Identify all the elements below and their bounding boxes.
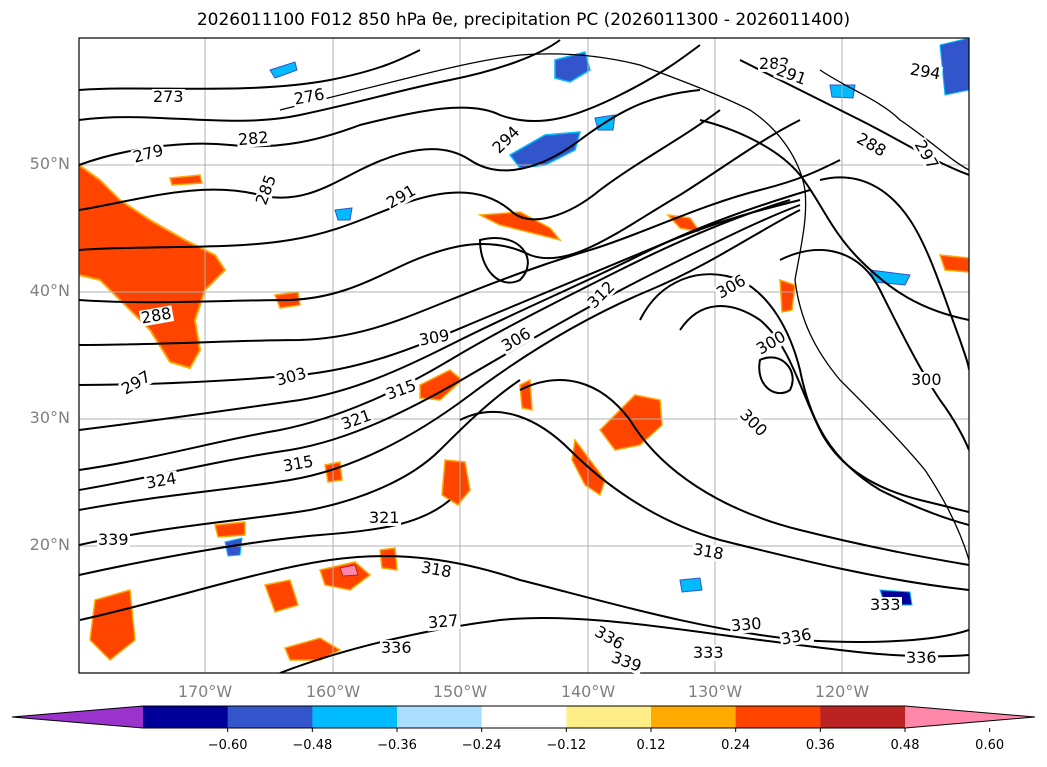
contour-label-336: 336 [380, 638, 413, 657]
lon-label-170w: 170°W [177, 682, 233, 701]
colorbar-tick-label: 0.48 [890, 738, 920, 753]
contour-label-273: 273 [152, 87, 185, 106]
colorbar-tick-label: −0.24 [461, 738, 502, 753]
lat-label-30n: 30°N [29, 408, 70, 427]
colorbar-tick-label: 0.12 [636, 738, 666, 753]
lon-label-140w: 140°W [560, 682, 616, 701]
precip-negative-areas [224, 38, 969, 606]
graticule [79, 38, 969, 673]
colorbar-tick-label: −0.48 [292, 738, 333, 753]
colorbar-outline [11, 705, 1036, 729]
colorbar-segment [735, 706, 821, 728]
precip-positive-areas [79, 163, 969, 662]
plot-frame [78, 37, 970, 674]
colorbar-segment [481, 706, 567, 728]
lon-label-120w: 120°W [814, 682, 870, 701]
theta-e-contours [79, 39, 969, 673]
contour-label-321: 321 [368, 508, 401, 527]
colorbar-tick-label: −0.36 [377, 738, 417, 753]
map-title: 2026011100 F012 850 hPa θe, precipitatio… [196, 10, 851, 30]
colorbar-segment [566, 706, 652, 728]
contour-label-300: 300 [910, 370, 943, 389]
contour-label-333: 333 [692, 643, 725, 662]
lon-label-160w: 160°W [305, 682, 361, 701]
colorbar-extend-high [905, 706, 1035, 728]
lon-label-150w: 150°W [432, 682, 488, 701]
colorbar-segment [227, 706, 313, 728]
colorbar-segment [143, 706, 229, 728]
colorbar-segment [651, 706, 737, 728]
contour-label-327: 327 [426, 610, 461, 633]
map-plot-area [79, 38, 969, 673]
lat-label-40n: 40°N [29, 281, 70, 300]
colorbar-segment [397, 706, 483, 728]
colorbar-segment [820, 706, 906, 728]
colorbar-tick-label: −0.12 [546, 738, 587, 753]
colorbar-tick-label: −0.60 [207, 738, 248, 753]
lat-label-20n: 20°N [29, 535, 70, 554]
lon-label-130w: 130°W [687, 682, 743, 701]
contour-label-339: 339 [97, 530, 130, 549]
contour-label-282: 282 [236, 127, 271, 150]
contour-label-333: 333 [869, 595, 902, 614]
colorbar-tick-label: 0.60 [975, 738, 1005, 753]
colorbar-tick-label: 0.24 [721, 738, 751, 753]
contour-label-336: 336 [905, 648, 938, 667]
colorbar [11, 705, 1036, 732]
colorbar-extend-low [12, 706, 143, 728]
coastlines [279, 53, 969, 561]
contour-label-330: 330 [729, 613, 764, 636]
colorbar-segment [312, 706, 398, 728]
lat-label-50n: 50°N [29, 154, 70, 173]
colorbar-tick-label: 0.36 [805, 738, 835, 753]
